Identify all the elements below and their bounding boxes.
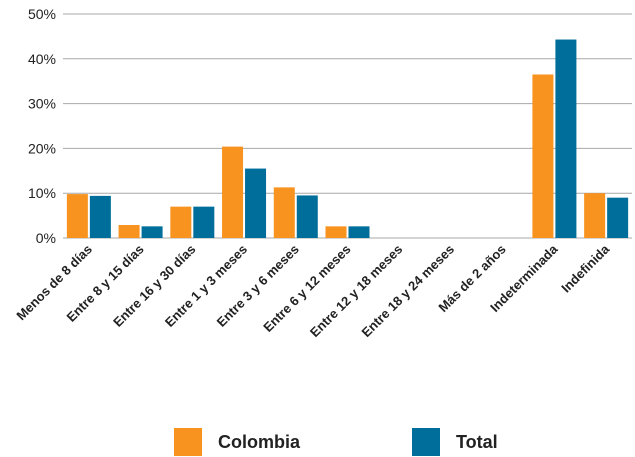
bar-total: [193, 206, 215, 238]
bar-total: [245, 168, 267, 238]
bar-colombia: [532, 74, 554, 238]
legend-total: Total: [412, 428, 498, 456]
legend-colombia: Colombia: [174, 428, 300, 456]
bar-colombia: [170, 206, 192, 238]
legend-swatch-colombia: [174, 428, 202, 456]
bar-colombia: [66, 194, 88, 238]
bar-colombia: [584, 193, 606, 238]
bar-colombia: [273, 187, 295, 238]
legend-label-total: Total: [456, 431, 498, 452]
y-tick-label: 40%: [28, 51, 56, 67]
x-tick-label: Indefinida: [558, 241, 613, 296]
bar-total: [348, 226, 370, 238]
y-tick-label: 50%: [28, 6, 56, 22]
bar-total: [296, 195, 318, 238]
bar-total: [89, 195, 111, 238]
y-tick-label: 0%: [36, 230, 56, 246]
y-tick-label: 30%: [28, 96, 56, 112]
bar-colombia: [222, 146, 244, 238]
x-tick-label: Entre 6 y 12 meses: [260, 242, 353, 335]
bar-total: [555, 39, 577, 239]
legend-swatch-total: [412, 428, 440, 456]
y-tick-label: 10%: [28, 185, 56, 201]
legend-label-colombia: Colombia: [218, 431, 301, 452]
x-tick-label: Entre 18 y 24 meses: [359, 242, 458, 341]
x-tick-label: Entre 12 y 18 meses: [307, 242, 406, 341]
bar-total: [141, 226, 163, 238]
bar-total: [607, 197, 629, 238]
bar-colombia: [325, 226, 347, 238]
y-tick-label: 20%: [28, 140, 56, 156]
bar-colombia: [118, 225, 140, 238]
